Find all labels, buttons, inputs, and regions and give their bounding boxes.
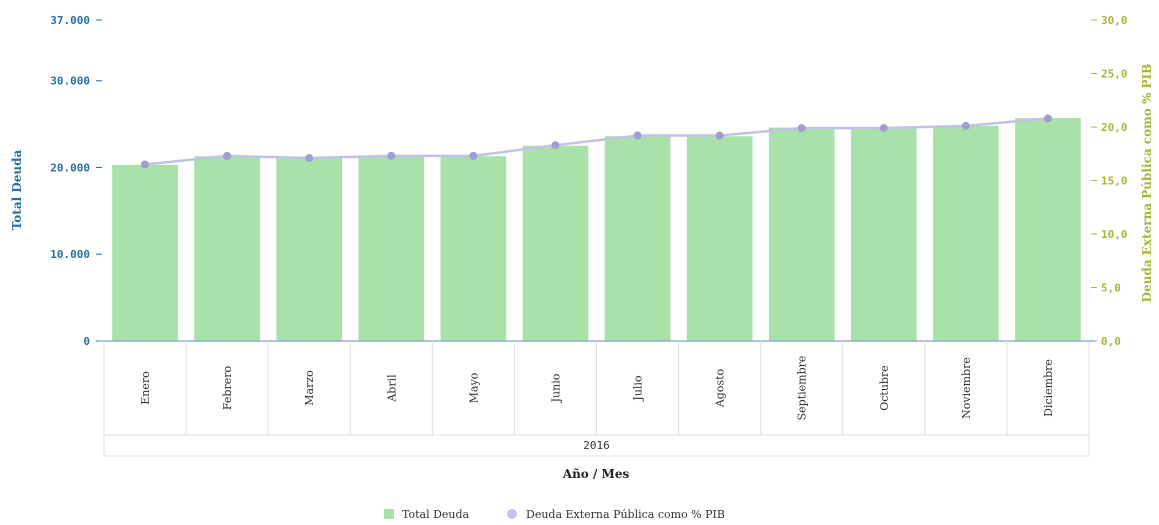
bar-series-total-deuda — [112, 118, 1081, 342]
bar[interactable] — [686, 136, 753, 341]
line-point[interactable] — [223, 151, 232, 160]
right-tick-label: 0,0 — [1101, 335, 1121, 348]
line-point[interactable] — [633, 131, 642, 140]
bar[interactable] — [276, 157, 343, 341]
legend-swatch-bar — [384, 509, 394, 519]
right-tick-label: 25,0 — [1101, 68, 1128, 81]
category-label: Mayo — [467, 372, 480, 403]
category-label: Junio — [549, 373, 562, 403]
left-y-axis: 0 10.000 20.000 30.000 37.000 — [50, 14, 102, 348]
right-tick-label: 10,0 — [1101, 228, 1128, 241]
line-point[interactable] — [797, 124, 806, 133]
category-label: Noviembre — [960, 357, 973, 419]
line-point[interactable] — [141, 160, 150, 169]
bar[interactable] — [604, 136, 671, 341]
line-point[interactable] — [387, 151, 396, 160]
year-group-label: 2016 — [583, 439, 610, 452]
line-point[interactable] — [1043, 114, 1052, 123]
right-tick-label: 30,0 — [1101, 14, 1128, 27]
bar[interactable] — [440, 156, 507, 341]
right-y-axis: 0,0 5,0 10,0 15,0 20,0 25,0 30,0 — [1091, 14, 1128, 348]
line-series-deuda-pib — [141, 114, 1052, 169]
line-point[interactable] — [961, 121, 970, 130]
legend-label-deuda-pib: Deuda Externa Pública como % PIB — [526, 508, 725, 521]
line-point[interactable] — [879, 124, 888, 133]
line-point[interactable] — [469, 151, 478, 160]
left-tick-label: 37.000 — [50, 14, 90, 27]
category-label: Agosto — [714, 368, 727, 408]
right-tick-label: 20,0 — [1101, 121, 1128, 134]
bar[interactable] — [768, 127, 835, 342]
right-axis-title: Deuda Externa Pública como % PIB — [1140, 64, 1154, 303]
right-tick-label: 15,0 — [1101, 175, 1128, 188]
left-tick-label: 10.000 — [50, 248, 90, 261]
bar[interactable] — [850, 127, 917, 342]
right-tick-label: 5,0 — [1101, 282, 1121, 295]
line-point[interactable] — [551, 141, 560, 150]
bar[interactable] — [358, 156, 425, 341]
legend-label-total-deuda: Total Deuda — [402, 508, 470, 521]
category-label: Julio — [632, 375, 645, 402]
bar[interactable] — [1015, 118, 1081, 342]
line-point[interactable] — [715, 131, 724, 140]
category-label: Abril — [385, 374, 398, 403]
left-tick-label: 30.000 — [50, 75, 90, 88]
category-label: Diciembre — [1042, 359, 1055, 417]
bar[interactable] — [112, 164, 178, 341]
left-tick-label: 0 — [83, 335, 90, 348]
series-line — [144, 117, 1049, 166]
category-label: Enero — [139, 371, 152, 405]
left-tick-label: 20.000 — [50, 161, 90, 174]
x-axis: Enero Febrero Marzo Abril Mayo Junio Julio Agos… — [98, 340, 1095, 457]
x-axis-title: Año / Mes — [562, 467, 630, 481]
legend-item-deuda-pib[interactable]: Deuda Externa Pública como % PIB — [507, 508, 725, 521]
legend-item-total-deuda[interactable]: Total Deuda — [384, 508, 470, 521]
category-label: Octubre — [878, 365, 891, 411]
line-point[interactable] — [305, 154, 314, 163]
left-axis-title: Total Deuda — [10, 150, 24, 231]
legend-swatch-line — [507, 509, 517, 519]
legend: Total Deuda Deuda Externa Pública como %… — [384, 508, 725, 521]
category-label: Febrero — [221, 366, 234, 411]
bar[interactable] — [933, 125, 999, 341]
bar[interactable] — [522, 145, 589, 341]
category-label: Septiembre — [796, 356, 809, 421]
category-label: Marzo — [303, 370, 316, 406]
bar[interactable] — [194, 156, 260, 341]
